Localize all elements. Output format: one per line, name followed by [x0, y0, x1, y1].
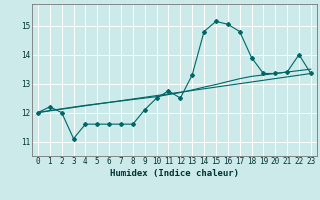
- X-axis label: Humidex (Indice chaleur): Humidex (Indice chaleur): [110, 169, 239, 178]
